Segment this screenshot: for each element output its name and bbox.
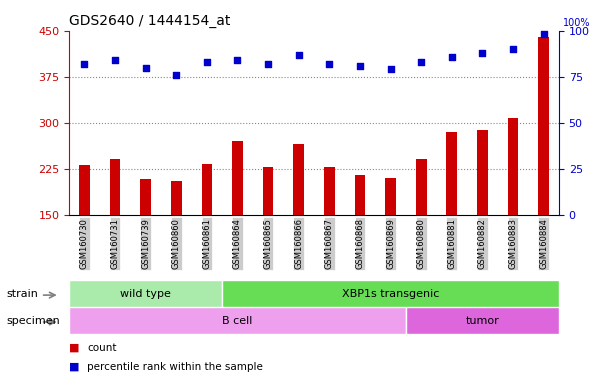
Text: strain: strain [6,289,38,299]
Bar [79,165,90,215]
Text: GSM160880: GSM160880 [416,218,426,269]
Point [355,63,365,69]
Text: tumor: tumor [466,316,499,326]
Point [447,53,457,60]
Bar [355,175,365,215]
Bar [538,37,549,215]
Point [508,46,518,52]
Bar [69,307,406,334]
Point [478,50,487,56]
Bar [69,280,222,307]
Text: GSM160882: GSM160882 [478,218,487,269]
Bar [140,179,151,215]
Text: GDS2640 / 1444154_at: GDS2640 / 1444154_at [69,14,231,28]
Text: GSM160860: GSM160860 [172,218,181,269]
Text: GSM160883: GSM160883 [508,218,517,269]
Point [79,61,89,67]
Point [202,59,212,65]
Point [539,31,549,38]
Text: 100%: 100% [563,18,591,28]
Bar [385,178,396,215]
Text: GSM160884: GSM160884 [539,218,548,269]
Bar [201,164,212,215]
Text: GSM160865: GSM160865 [264,218,273,269]
Bar [222,280,559,307]
Point [325,61,334,67]
Point [141,65,150,71]
Point [294,51,304,58]
Point [386,66,395,73]
Point [263,61,273,67]
Point [416,59,426,65]
Text: wild type: wild type [120,289,171,299]
Text: XBP1s transgenic: XBP1s transgenic [342,289,439,299]
Bar [477,130,488,215]
Text: count: count [87,343,117,353]
Text: GSM160861: GSM160861 [203,218,212,269]
Text: ■: ■ [69,362,79,372]
Bar [508,118,519,215]
Bar [406,307,559,334]
Text: ■: ■ [69,343,79,353]
Text: GSM160868: GSM160868 [355,218,364,269]
Bar [109,159,120,215]
Text: GSM160881: GSM160881 [447,218,456,269]
Text: GSM160869: GSM160869 [386,218,395,269]
Bar [447,132,457,215]
Text: GSM160867: GSM160867 [325,218,334,269]
Text: GSM160864: GSM160864 [233,218,242,269]
Point [110,57,120,63]
Text: GSM160730: GSM160730 [80,218,89,269]
Bar [171,181,182,215]
Text: percentile rank within the sample: percentile rank within the sample [87,362,263,372]
Bar [263,167,273,215]
Bar [324,167,335,215]
Text: GSM160866: GSM160866 [294,218,304,269]
Text: GSM160739: GSM160739 [141,218,150,269]
Text: GSM160731: GSM160731 [111,218,120,269]
Point [171,72,181,78]
Text: specimen: specimen [6,316,59,326]
Bar [232,141,243,215]
Point [233,57,242,63]
Text: B cell: B cell [222,316,252,326]
Bar [293,144,304,215]
Bar [416,159,427,215]
